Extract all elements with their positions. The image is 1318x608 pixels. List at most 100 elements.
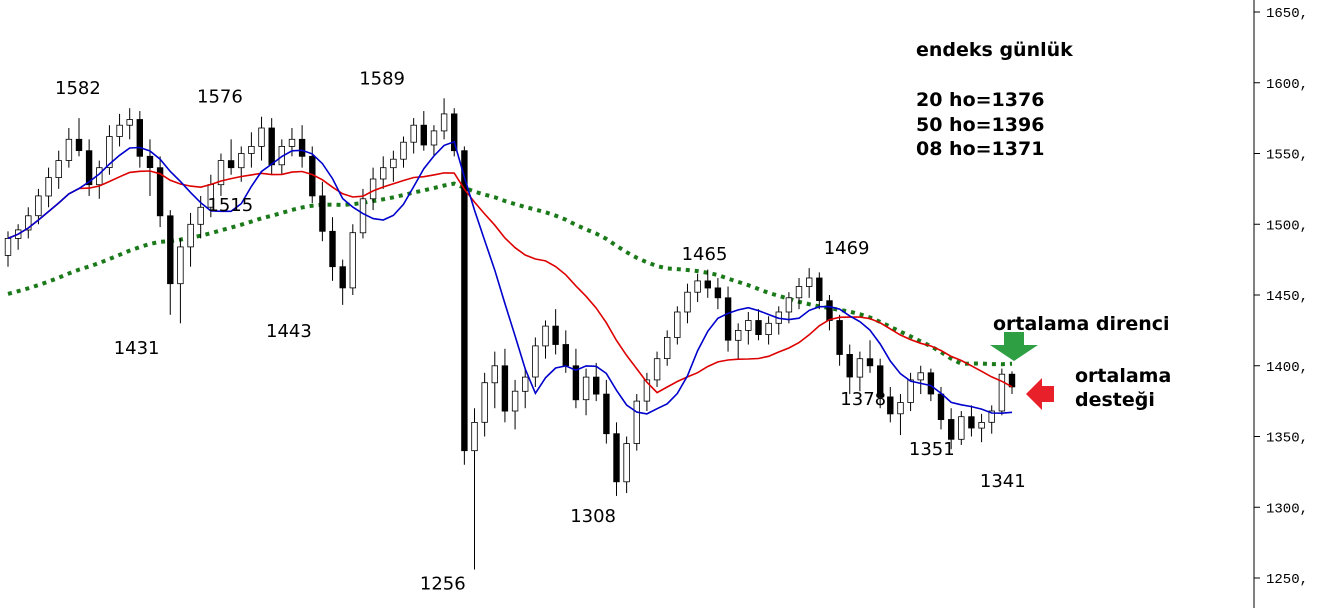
candle-body xyxy=(177,246,184,285)
price-annotation: 1582 xyxy=(55,78,101,99)
candle-body xyxy=(694,280,701,293)
candle-body xyxy=(866,358,874,367)
info-line-08ho: 08 ho=1371 xyxy=(916,138,1044,160)
y-tick-label: 1300, xyxy=(1266,501,1308,517)
candle-body xyxy=(917,372,924,381)
candle-body xyxy=(65,138,73,161)
price-annotation: 1256 xyxy=(420,574,466,595)
y-tick-label: 1400, xyxy=(1266,360,1308,376)
y-tick-label: 1650, xyxy=(1266,6,1308,22)
candle-body xyxy=(623,443,630,483)
candle-body xyxy=(85,150,93,186)
candle-body xyxy=(643,379,651,402)
candle-body xyxy=(846,353,853,378)
candle-body xyxy=(25,215,32,231)
y-tick-label: 1350, xyxy=(1266,431,1308,447)
info-title: endeks günlük xyxy=(916,39,1073,61)
callout-support-label-2: desteği xyxy=(1075,389,1155,411)
price-annotation: 1351 xyxy=(909,439,955,460)
candle-body xyxy=(735,329,742,341)
candle-body xyxy=(988,410,995,423)
candle-body xyxy=(298,138,306,157)
candle-body xyxy=(268,127,275,166)
candle-body xyxy=(187,223,194,248)
candle-body xyxy=(461,150,468,452)
candle-body xyxy=(167,215,174,285)
price-annotation: 1576 xyxy=(197,87,243,108)
candle-body xyxy=(927,372,935,395)
candle-body xyxy=(522,376,529,392)
candle-body xyxy=(136,119,143,157)
candle-body xyxy=(724,297,732,341)
candle-body xyxy=(562,344,569,367)
candle-body xyxy=(420,124,427,146)
candle-body xyxy=(978,421,985,429)
candle-body xyxy=(35,195,42,217)
candle-body xyxy=(785,297,793,313)
candle-body xyxy=(664,336,671,359)
annotations: 1582 1576 1589 1431 1515 1443 1256 1308 1465 1469… xyxy=(55,68,1026,594)
candle-body xyxy=(704,280,711,289)
candle-body xyxy=(714,287,722,299)
candle-body xyxy=(948,419,955,440)
candle-body xyxy=(258,127,265,147)
candle-body xyxy=(288,138,296,147)
y-tick-label: 1600, xyxy=(1266,77,1308,93)
candle-body xyxy=(126,119,133,126)
candle-body xyxy=(369,178,377,200)
candles-series xyxy=(4,98,1016,570)
candle-body xyxy=(897,402,904,415)
candle-body xyxy=(319,195,326,232)
y-axis-ticks: 1650, 1600, 1550, 1500, 1450, 1400, 1350, 1300,… xyxy=(1254,6,1308,588)
candle-body xyxy=(248,145,255,154)
candle-body xyxy=(907,379,914,403)
info-line-20ho: 20 ho=1376 xyxy=(916,89,1044,111)
candle-body xyxy=(217,160,225,186)
candle-body xyxy=(339,266,346,289)
candle-body xyxy=(1008,373,1016,388)
candle-body xyxy=(836,320,843,355)
candle-body xyxy=(593,376,600,395)
left-arrow-icon xyxy=(1026,378,1054,410)
candle-body xyxy=(856,358,864,378)
candle-body xyxy=(146,155,154,169)
price-annotation: 1469 xyxy=(824,238,870,259)
candle-body xyxy=(806,277,813,287)
candle-body xyxy=(633,400,640,444)
candle-body xyxy=(481,382,488,423)
price-annotation: 1431 xyxy=(114,338,160,359)
price-annotation: 1465 xyxy=(682,244,728,265)
candle-body xyxy=(197,206,204,225)
callout-resistance-label: ortalama direnci xyxy=(993,313,1170,335)
candle-body xyxy=(106,136,113,169)
candle-body xyxy=(532,345,539,378)
candle-body xyxy=(491,365,498,384)
candle-body xyxy=(887,396,894,415)
candle-body xyxy=(572,365,580,401)
candle-body xyxy=(968,416,975,429)
candle-body xyxy=(745,320,752,331)
price-annotation: 1515 xyxy=(207,195,253,216)
callout-support-label: ortalama xyxy=(1075,365,1171,387)
candle-body xyxy=(765,322,772,335)
candle-body xyxy=(653,358,661,381)
price-annotation: 1589 xyxy=(359,68,405,89)
candle-body xyxy=(582,376,590,401)
price-annotation: 1341 xyxy=(980,471,1026,492)
candle-body xyxy=(55,160,62,179)
candle-body xyxy=(501,365,509,412)
candle-body xyxy=(471,421,478,452)
candle-body xyxy=(674,311,681,338)
candle-body xyxy=(156,167,164,217)
candle-body xyxy=(613,433,620,483)
candle-body xyxy=(390,158,397,169)
candle-body xyxy=(440,113,448,132)
candle-body xyxy=(542,325,549,347)
candle-body xyxy=(603,393,610,435)
price-annotation: 1378 xyxy=(840,389,886,410)
ma50-series xyxy=(7,181,1013,367)
down-arrow-icon xyxy=(990,332,1038,361)
candle-body xyxy=(116,124,123,137)
ma20-series xyxy=(7,170,1013,394)
